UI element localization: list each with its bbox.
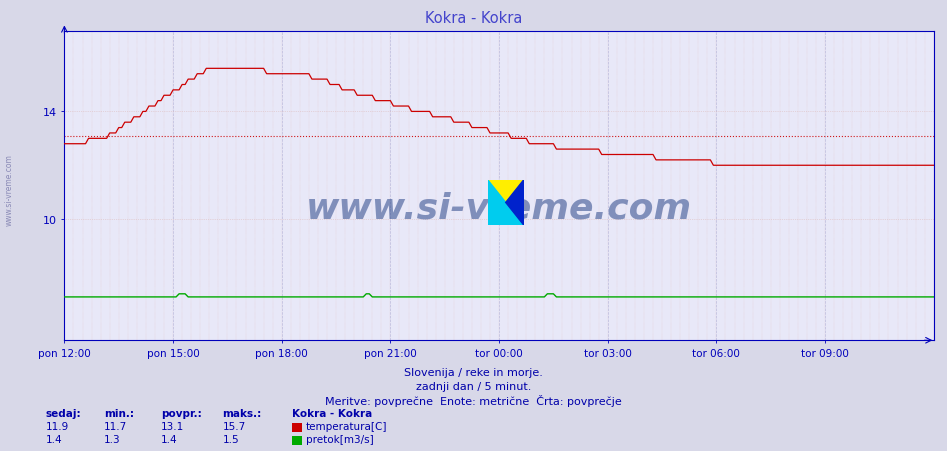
Text: 13.1: 13.1	[161, 421, 185, 431]
Text: 1.4: 1.4	[161, 434, 178, 444]
Text: 1.4: 1.4	[45, 434, 63, 444]
Text: Meritve: povprečne  Enote: metrične  Črta: povprečje: Meritve: povprečne Enote: metrične Črta:…	[325, 395, 622, 407]
Text: Kokra - Kokra: Kokra - Kokra	[292, 408, 372, 418]
Text: zadnji dan / 5 minut.: zadnji dan / 5 minut.	[416, 381, 531, 391]
Text: temperatura[C]: temperatura[C]	[306, 421, 387, 431]
Text: 1.3: 1.3	[104, 434, 121, 444]
Polygon shape	[506, 180, 524, 226]
Text: Kokra - Kokra: Kokra - Kokra	[425, 11, 522, 26]
Text: Slovenija / reke in morje.: Slovenija / reke in morje.	[404, 368, 543, 377]
Text: pretok[m3/s]: pretok[m3/s]	[306, 434, 374, 444]
Text: 11.7: 11.7	[104, 421, 128, 431]
Polygon shape	[488, 180, 524, 226]
Text: 11.9: 11.9	[45, 421, 69, 431]
Text: maks.:: maks.:	[223, 408, 261, 418]
Text: sedaj:: sedaj:	[45, 408, 81, 418]
Text: www.si-vreme.com: www.si-vreme.com	[5, 153, 14, 226]
Text: 15.7: 15.7	[223, 421, 246, 431]
Polygon shape	[488, 180, 524, 226]
Text: www.si-vreme.com: www.si-vreme.com	[306, 191, 692, 225]
Text: povpr.:: povpr.:	[161, 408, 202, 418]
Text: min.:: min.:	[104, 408, 134, 418]
Text: 1.5: 1.5	[223, 434, 240, 444]
